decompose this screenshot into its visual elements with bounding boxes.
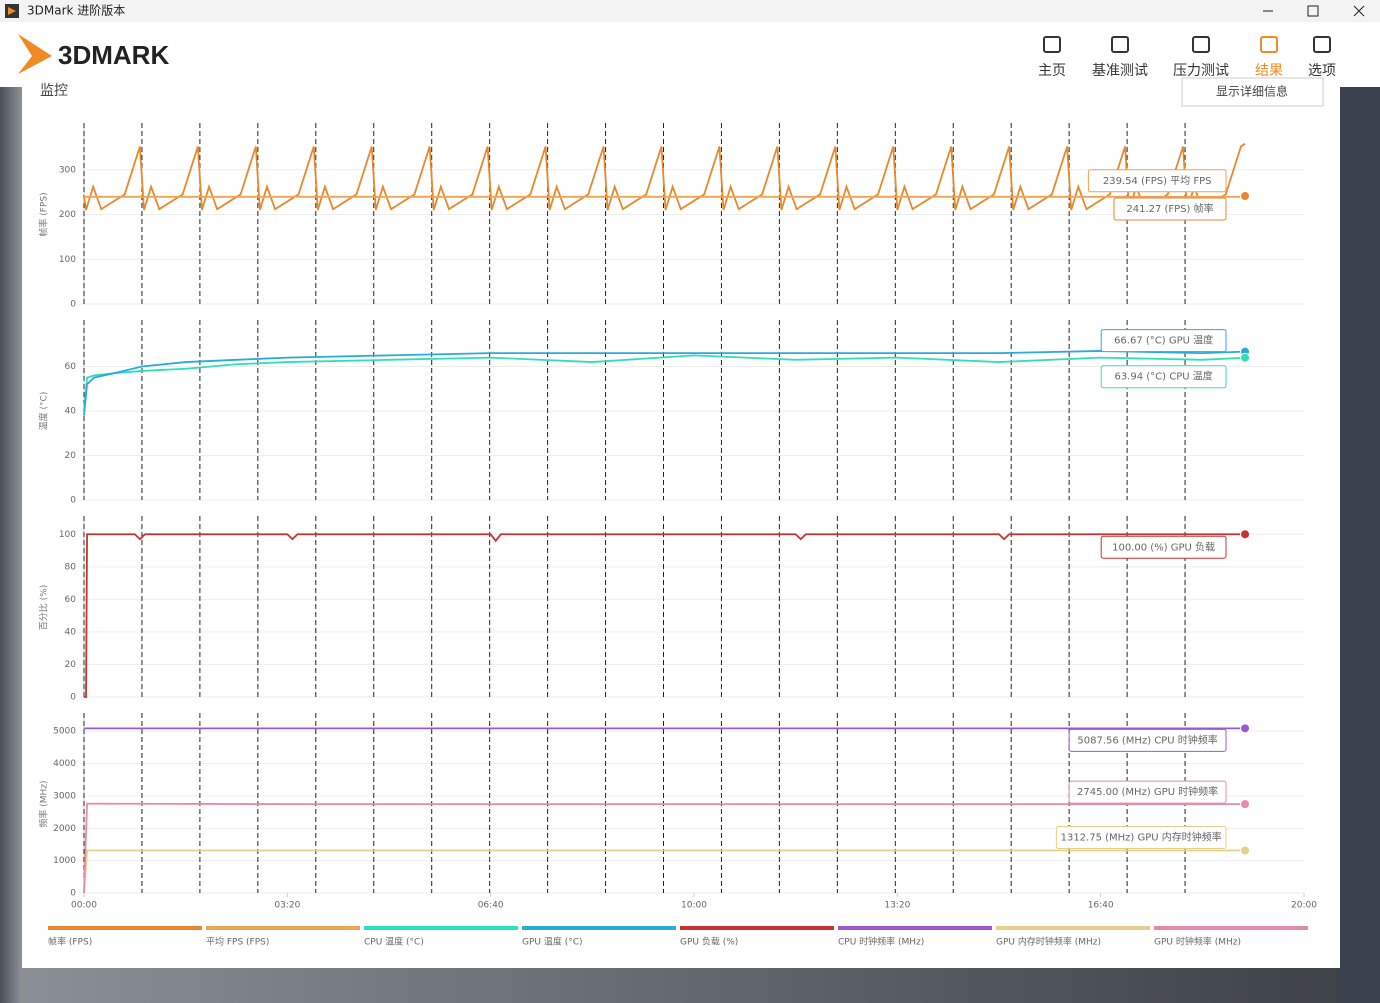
y-tick-label: 0 — [70, 693, 76, 703]
legend-swatch — [522, 926, 676, 930]
tooltip — [1100, 329, 1227, 353]
tooltip-label: 100.00 (%) GPU 负载 — [1112, 540, 1215, 553]
panel — [22, 87, 1340, 968]
y-tick-label: 60 — [65, 595, 77, 605]
legend-label[interactable]: GPU 负载 (%) — [680, 936, 738, 948]
maximize[interactable] — [1307, 5, 1319, 17]
title-bar — [0, 0, 1380, 22]
legend-label[interactable]: CPU 温度 (°C) — [364, 936, 424, 948]
nav-item[interactable]: 结果 — [1255, 63, 1283, 79]
x-tick-label: 13:20 — [884, 901, 910, 911]
y-axis-label: 百分比 (%) — [38, 585, 50, 630]
tooltip — [1100, 535, 1227, 559]
nav: 主页 基准测试 压力测试 结果 选项 — [1038, 36, 1336, 79]
hover-point — [1240, 191, 1251, 202]
nav-item[interactable]: 主页 — [1038, 63, 1066, 79]
y-tick-label: 3000 — [53, 791, 76, 801]
nav-item[interactable]: 压力测试 — [1173, 63, 1229, 79]
hover-point — [1240, 529, 1251, 540]
hover-point — [1240, 723, 1251, 734]
nav-item[interactable]: 基准测试 — [1092, 62, 1148, 79]
legend-label[interactable]: 平均 FPS (FPS) — [206, 936, 269, 948]
tooltip-label: 2745.00 (MHz) GPU 时钟频率 — [1077, 785, 1218, 798]
legend-label[interactable]: GPU 内存时钟频率 (MHz) — [996, 936, 1101, 948]
x-tick-label: 03:20 — [274, 901, 300, 911]
nav-icon[interactable] — [1260, 36, 1278, 53]
tooltip — [1068, 728, 1227, 752]
y-tick-label: 20 — [65, 451, 77, 461]
y-tick-label: 0 — [70, 496, 76, 506]
legend-swatch — [364, 926, 518, 930]
y-axis-label: 帧率 (FPS) — [38, 192, 50, 236]
legend-label[interactable]: GPU 时钟频率 (MHz) — [1154, 936, 1241, 948]
legend-swatch — [680, 926, 834, 930]
y-tick-label: 2000 — [53, 824, 76, 834]
tooltip-label: 239.54 (FPS) 平均 FPS — [1103, 175, 1212, 187]
x-tick-label: 16:40 — [1088, 901, 1114, 911]
tooltip — [1100, 365, 1227, 389]
nav-icon[interactable] — [1192, 36, 1210, 53]
background — [1340, 87, 1380, 1003]
y-tick-label: 5000 — [53, 727, 76, 737]
legend-swatch — [48, 926, 202, 930]
tooltip-label: 241.27 (FPS) 帧率 — [1126, 202, 1213, 215]
legend-swatch — [996, 926, 1150, 930]
tooltip — [1068, 780, 1227, 804]
legend-label[interactable]: CPU 时钟频率 (MHz) — [838, 936, 924, 948]
tooltip-label: 5087.56 (MHz) CPU 时钟频率 — [1077, 733, 1217, 746]
y-tick-label: 300 — [59, 165, 76, 175]
header — [0, 22, 1380, 87]
legend-label[interactable]: 帧率 (FPS) — [48, 936, 92, 948]
details-button[interactable] — [1181, 77, 1324, 107]
details-button-label[interactable]: 显示详细信息 — [1216, 84, 1288, 99]
x-tick-label: 00:00 — [71, 901, 97, 911]
y-tick-label: 200 — [59, 210, 76, 220]
logo-mark — [18, 34, 52, 74]
legend-swatch — [1154, 926, 1308, 930]
nav-icon[interactable] — [1111, 36, 1129, 53]
hover-point — [1240, 799, 1251, 810]
logo: 3DMARK — [58, 40, 169, 70]
close[interactable] — [1353, 5, 1365, 17]
x-tick-label: 06:40 — [478, 901, 504, 911]
series-line — [83, 350, 1246, 416]
nav-icon[interactable] — [1313, 36, 1331, 53]
x-tick-label: 10:00 — [681, 901, 707, 911]
y-tick-label: 4000 — [53, 759, 76, 769]
legend-swatch — [206, 926, 360, 930]
y-tick-label: 80 — [65, 562, 77, 572]
y-tick-label: 40 — [65, 627, 77, 637]
y-tick-label: 1000 — [53, 856, 76, 866]
hover-point — [1240, 845, 1251, 856]
y-tick-label: 0 — [70, 300, 76, 310]
y-axis-label: 频率 (MHz) — [38, 780, 50, 827]
series-line — [83, 143, 1246, 211]
tooltip-label: 66.67 (°C) GPU 温度 — [1114, 334, 1213, 347]
app-icon-mark — [8, 7, 16, 15]
legend-label[interactable]: GPU 温度 (°C) — [522, 936, 583, 948]
tooltip — [1055, 826, 1227, 850]
y-tick-label: 100 — [59, 530, 76, 540]
tooltip-label: 1312.75 (MHz) GPU 内存时钟频率 — [1061, 831, 1222, 844]
tooltip — [1113, 197, 1227, 221]
nav-icon[interactable] — [1043, 36, 1061, 53]
hover-point — [1240, 352, 1251, 363]
tooltip — [1087, 169, 1227, 193]
y-tick-label: 60 — [65, 362, 77, 372]
y-tick-label: 0 — [70, 889, 76, 899]
legend-swatch — [838, 926, 992, 930]
series-line — [83, 802, 1246, 894]
y-axis-label: 温度 (°C) — [38, 392, 50, 431]
tooltip-label: 63.94 (°C) CPU 温度 — [1114, 370, 1212, 383]
y-tick-label: 100 — [59, 255, 76, 265]
series-line — [84, 533, 1246, 698]
panel-title: 监控 — [40, 83, 68, 99]
x-tick-label: 20:00 — [1291, 901, 1317, 911]
window-title: 3DMark 进阶版本 — [27, 4, 125, 18]
y-tick-label: 40 — [65, 407, 77, 417]
nav-item[interactable]: 选项 — [1308, 63, 1336, 79]
y-tick-label: 20 — [65, 660, 77, 670]
